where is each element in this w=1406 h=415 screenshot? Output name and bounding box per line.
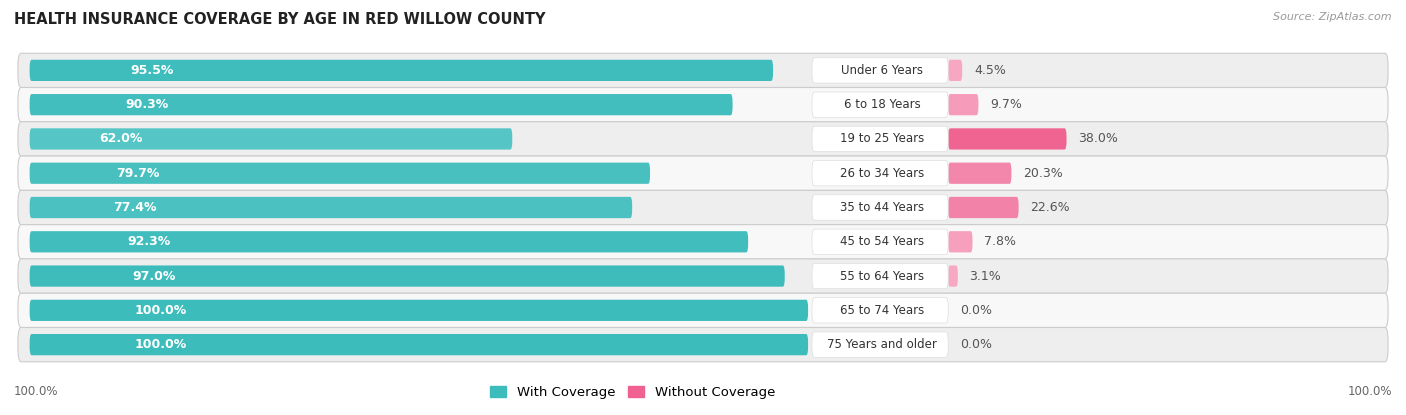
Text: 35 to 44 Years: 35 to 44 Years (839, 201, 924, 214)
FancyBboxPatch shape (948, 163, 1011, 184)
FancyBboxPatch shape (30, 334, 808, 355)
FancyBboxPatch shape (30, 60, 773, 81)
FancyBboxPatch shape (30, 197, 633, 218)
FancyBboxPatch shape (18, 190, 1388, 225)
Legend: With Coverage, Without Coverage: With Coverage, Without Coverage (485, 381, 780, 404)
FancyBboxPatch shape (948, 231, 973, 252)
FancyBboxPatch shape (948, 197, 1018, 218)
FancyBboxPatch shape (30, 128, 512, 149)
Text: Source: ZipAtlas.com: Source: ZipAtlas.com (1274, 12, 1392, 22)
FancyBboxPatch shape (813, 298, 948, 323)
FancyBboxPatch shape (30, 300, 808, 321)
Text: 62.0%: 62.0% (100, 132, 142, 145)
Text: 26 to 34 Years: 26 to 34 Years (839, 167, 924, 180)
FancyBboxPatch shape (813, 332, 948, 357)
Text: 55 to 64 Years: 55 to 64 Years (839, 270, 924, 283)
FancyBboxPatch shape (30, 266, 785, 287)
Text: 3.1%: 3.1% (970, 270, 1001, 283)
Text: 79.7%: 79.7% (115, 167, 159, 180)
FancyBboxPatch shape (813, 195, 948, 220)
Text: 100.0%: 100.0% (135, 304, 187, 317)
Text: 90.3%: 90.3% (125, 98, 169, 111)
Text: 22.6%: 22.6% (1031, 201, 1070, 214)
FancyBboxPatch shape (813, 161, 948, 186)
FancyBboxPatch shape (948, 94, 979, 115)
Text: 97.0%: 97.0% (132, 270, 176, 283)
Text: 7.8%: 7.8% (984, 235, 1017, 248)
FancyBboxPatch shape (18, 327, 1388, 362)
FancyBboxPatch shape (30, 94, 733, 115)
Text: 19 to 25 Years: 19 to 25 Years (839, 132, 924, 145)
FancyBboxPatch shape (30, 231, 748, 252)
FancyBboxPatch shape (813, 229, 948, 254)
Text: 92.3%: 92.3% (128, 235, 170, 248)
Text: 45 to 54 Years: 45 to 54 Years (839, 235, 924, 248)
Text: 0.0%: 0.0% (960, 304, 991, 317)
Text: 100.0%: 100.0% (135, 338, 187, 351)
FancyBboxPatch shape (813, 92, 948, 117)
FancyBboxPatch shape (18, 259, 1388, 293)
FancyBboxPatch shape (18, 53, 1388, 88)
Text: Under 6 Years: Under 6 Years (841, 64, 924, 77)
Text: 9.7%: 9.7% (990, 98, 1022, 111)
Text: 77.4%: 77.4% (114, 201, 157, 214)
FancyBboxPatch shape (18, 88, 1388, 122)
FancyBboxPatch shape (18, 122, 1388, 156)
FancyBboxPatch shape (30, 163, 650, 184)
Text: 6 to 18 Years: 6 to 18 Years (844, 98, 921, 111)
FancyBboxPatch shape (948, 266, 957, 287)
Text: 0.0%: 0.0% (960, 338, 991, 351)
FancyBboxPatch shape (948, 60, 962, 81)
FancyBboxPatch shape (18, 225, 1388, 259)
FancyBboxPatch shape (18, 156, 1388, 190)
FancyBboxPatch shape (18, 293, 1388, 327)
Text: 38.0%: 38.0% (1078, 132, 1118, 145)
Text: 75 Years and older: 75 Years and older (827, 338, 936, 351)
FancyBboxPatch shape (813, 126, 948, 151)
Text: HEALTH INSURANCE COVERAGE BY AGE IN RED WILLOW COUNTY: HEALTH INSURANCE COVERAGE BY AGE IN RED … (14, 12, 546, 27)
Text: 4.5%: 4.5% (974, 64, 1005, 77)
FancyBboxPatch shape (813, 264, 948, 289)
Text: 20.3%: 20.3% (1024, 167, 1063, 180)
Text: 100.0%: 100.0% (14, 386, 59, 398)
Text: 95.5%: 95.5% (131, 64, 174, 77)
FancyBboxPatch shape (813, 58, 948, 83)
Text: 100.0%: 100.0% (1347, 386, 1392, 398)
FancyBboxPatch shape (948, 128, 1067, 149)
Text: 65 to 74 Years: 65 to 74 Years (839, 304, 924, 317)
